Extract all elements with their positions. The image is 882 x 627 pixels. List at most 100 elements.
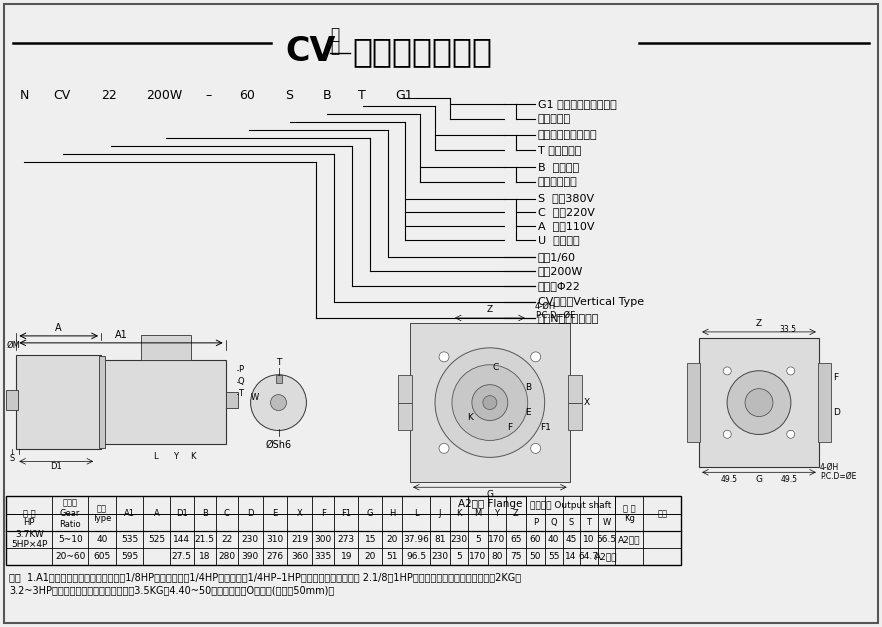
Text: 22: 22 bbox=[221, 535, 232, 544]
Text: U  特殊電壓: U 特殊電壓 bbox=[538, 235, 579, 245]
Text: K: K bbox=[190, 453, 196, 461]
Text: 170: 170 bbox=[469, 552, 487, 561]
Text: 50: 50 bbox=[529, 552, 541, 561]
Text: CV：立式Vertical Type: CV：立式Vertical Type bbox=[538, 297, 644, 307]
Text: W: W bbox=[602, 518, 610, 527]
Circle shape bbox=[482, 396, 497, 409]
Text: F: F bbox=[833, 373, 838, 382]
Text: 22: 22 bbox=[101, 89, 116, 102]
Circle shape bbox=[723, 430, 731, 438]
Text: E: E bbox=[525, 408, 530, 417]
Text: G: G bbox=[756, 475, 763, 484]
Text: 重 量
Kg: 重 量 Kg bbox=[623, 504, 636, 524]
Circle shape bbox=[439, 352, 449, 362]
Text: 功率200W: 功率200W bbox=[538, 266, 583, 276]
Text: F1: F1 bbox=[540, 423, 550, 432]
Text: 80: 80 bbox=[491, 552, 503, 561]
Text: 230: 230 bbox=[431, 552, 449, 561]
Text: A  單相110V: A 單相110V bbox=[538, 221, 594, 231]
Text: 標有N的為新款底品: 標有N的為新款底品 bbox=[538, 313, 599, 323]
Text: A: A bbox=[153, 509, 160, 518]
Text: 280: 280 bbox=[218, 552, 235, 561]
Text: S: S bbox=[10, 455, 15, 463]
Text: K: K bbox=[456, 509, 461, 518]
Text: T 為特殊馬達: T 為特殊馬達 bbox=[538, 145, 581, 155]
Bar bbox=[101, 360, 226, 445]
Circle shape bbox=[531, 352, 541, 362]
Text: E: E bbox=[273, 509, 278, 518]
Text: 27.5: 27.5 bbox=[172, 552, 191, 561]
Text: 33.5: 33.5 bbox=[779, 325, 796, 334]
Text: A2法蘭 Flange: A2法蘭 Flange bbox=[458, 499, 522, 509]
Circle shape bbox=[727, 371, 791, 435]
Text: 框號
Type: 框號 Type bbox=[93, 504, 112, 524]
Text: Z: Z bbox=[487, 305, 493, 314]
Text: 335: 335 bbox=[315, 552, 332, 561]
Text: 18: 18 bbox=[199, 552, 211, 561]
Text: –: – bbox=[206, 89, 212, 102]
Text: C: C bbox=[493, 363, 499, 372]
Bar bbox=[226, 392, 237, 408]
Text: 65: 65 bbox=[510, 535, 521, 544]
Text: L: L bbox=[153, 453, 158, 461]
Text: ØM: ØM bbox=[6, 341, 20, 350]
Text: G: G bbox=[367, 509, 373, 518]
Text: 200W: 200W bbox=[146, 89, 183, 102]
Text: D1: D1 bbox=[50, 462, 62, 472]
Text: P: P bbox=[237, 366, 243, 374]
Text: 備注: 備注 bbox=[657, 509, 668, 518]
Text: 276: 276 bbox=[266, 552, 284, 561]
Text: W: W bbox=[250, 393, 258, 402]
Text: 4-ØH: 4-ØH bbox=[534, 302, 556, 311]
Text: 51: 51 bbox=[386, 552, 398, 561]
Text: 595: 595 bbox=[121, 552, 138, 561]
Text: S: S bbox=[569, 518, 573, 527]
Text: 56.5: 56.5 bbox=[596, 535, 617, 544]
Text: 20: 20 bbox=[386, 535, 398, 544]
Circle shape bbox=[745, 389, 773, 416]
Text: 96.5: 96.5 bbox=[406, 552, 426, 561]
Bar bbox=[526, 496, 616, 514]
Text: A: A bbox=[55, 323, 62, 333]
Bar bbox=[17, 355, 101, 450]
Text: 144: 144 bbox=[174, 535, 191, 544]
Text: 230: 230 bbox=[451, 535, 467, 544]
Text: 15: 15 bbox=[364, 535, 376, 544]
Text: 三: 三 bbox=[331, 40, 340, 55]
Bar bbox=[568, 375, 581, 403]
Text: 170: 170 bbox=[489, 535, 505, 544]
Text: T: T bbox=[358, 89, 366, 102]
Text: P: P bbox=[533, 518, 538, 527]
Text: F: F bbox=[321, 509, 325, 518]
Text: 19: 19 bbox=[340, 552, 352, 561]
Text: Q: Q bbox=[550, 518, 557, 527]
Text: Z: Z bbox=[513, 509, 519, 518]
Text: ØSh6: ØSh6 bbox=[265, 440, 292, 450]
Text: X: X bbox=[297, 509, 303, 518]
Text: T: T bbox=[586, 518, 591, 527]
Bar bbox=[6, 389, 19, 409]
Circle shape bbox=[435, 348, 545, 457]
Text: 40: 40 bbox=[548, 535, 559, 544]
Text: 230: 230 bbox=[242, 535, 258, 544]
Bar bbox=[99, 356, 105, 448]
Text: 310: 310 bbox=[266, 535, 284, 544]
Text: 5: 5 bbox=[456, 552, 462, 561]
Text: 219: 219 bbox=[291, 535, 309, 544]
Bar bbox=[6, 496, 681, 565]
Text: T: T bbox=[276, 358, 281, 367]
Text: 45: 45 bbox=[565, 535, 577, 544]
Bar bbox=[687, 363, 700, 443]
Text: 64.7: 64.7 bbox=[579, 552, 599, 561]
Text: 單: 單 bbox=[331, 27, 340, 42]
Text: 20~60: 20~60 bbox=[55, 552, 86, 561]
Bar bbox=[818, 363, 831, 443]
Text: 減速比
Gear
Ratio: 減速比 Gear Ratio bbox=[59, 498, 81, 529]
Circle shape bbox=[439, 443, 449, 453]
Text: F: F bbox=[507, 423, 512, 432]
Text: 油孔在上面: 油孔在上面 bbox=[538, 114, 571, 124]
Bar bbox=[141, 335, 191, 360]
Circle shape bbox=[271, 394, 287, 411]
Text: 5: 5 bbox=[475, 535, 481, 544]
Circle shape bbox=[250, 375, 306, 431]
